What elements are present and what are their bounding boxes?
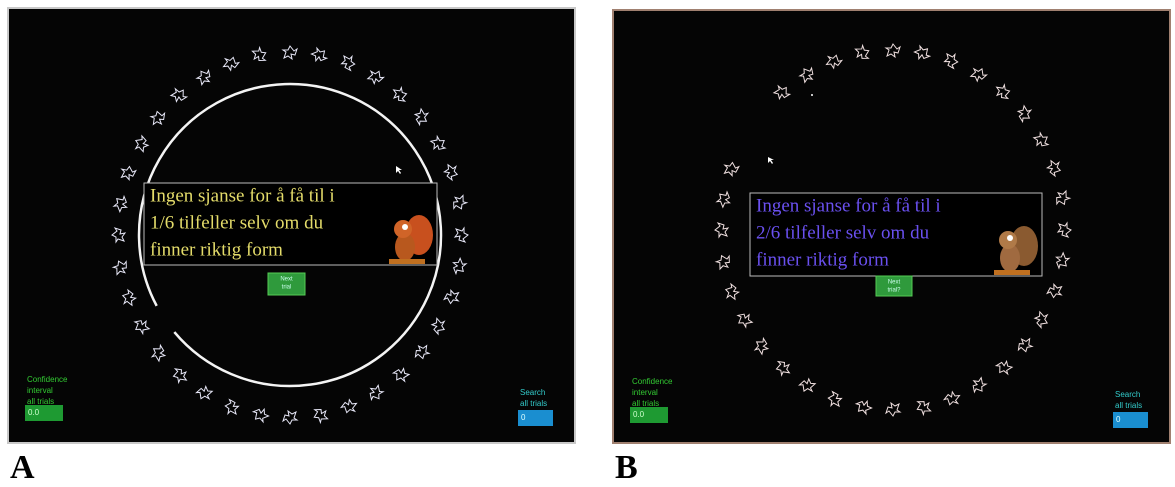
figure: Ingen sjanse for å få til i 1/6 tilfeller… (0, 0, 1175, 487)
search-label: all trials (520, 399, 547, 408)
confidence-value: 0.0 (633, 410, 645, 419)
search-value: 0 (521, 413, 526, 422)
search-label: Search (520, 388, 545, 397)
squirrel-base (389, 259, 425, 264)
squirrel-eye (1007, 235, 1013, 241)
button-text: trial (282, 285, 292, 291)
search-value: 0 (1116, 415, 1121, 424)
panel-label: A (10, 449, 35, 486)
message-line: finner riktig form (150, 239, 283, 260)
confidence-label: Confidence (632, 377, 673, 386)
screen-panel: Ingen sjanse for å få til i 2/6 tilfeller… (613, 10, 1170, 443)
message-line: 1/6 tilfeller selv om du (150, 212, 324, 233)
squirrel-eye (402, 224, 408, 230)
message-line: Ingen sjanse for å få til i (756, 195, 941, 216)
confidence-label: all trials (27, 397, 54, 406)
confidence-label: Confidence (27, 375, 68, 384)
confidence-label: interval (27, 386, 53, 395)
button-text: trial? (887, 288, 901, 294)
message-line: finner riktig form (756, 249, 889, 270)
message-line: 2/6 tilfeller selv om du (756, 222, 930, 243)
confidence-value: 0.0 (28, 408, 40, 417)
button-text: Next (280, 277, 293, 283)
screen-panel: Ingen sjanse for å få til i 1/6 tilfeller… (8, 8, 575, 443)
message-line: Ingen sjanse for å få til i (150, 185, 335, 206)
search-label: all trials (1115, 401, 1142, 410)
squirrel-base (994, 270, 1030, 275)
dot (811, 94, 813, 96)
confidence-label: all trials (632, 399, 659, 408)
button-text: Next (888, 280, 901, 286)
search-label: Search (1115, 390, 1140, 399)
confidence-label: interval (632, 388, 658, 397)
panel-label: B (615, 449, 638, 486)
